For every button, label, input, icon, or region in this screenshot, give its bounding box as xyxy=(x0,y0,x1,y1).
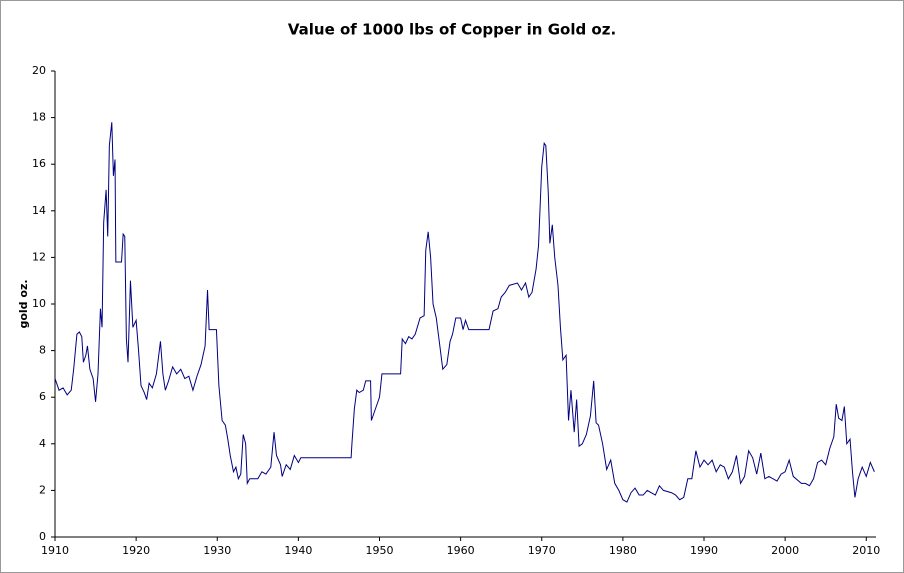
x-tick-label: 2010 xyxy=(852,544,880,557)
x-tick-label: 1990 xyxy=(690,544,718,557)
y-tick-label: 6 xyxy=(39,390,46,403)
y-axis-label: gold oz. xyxy=(17,279,30,328)
y-tick-label: 14 xyxy=(32,204,46,217)
x-tick-label: 1980 xyxy=(609,544,637,557)
chart-title: Value of 1000 lbs of Copper in Gold oz. xyxy=(288,21,616,39)
x-tick-label: 2000 xyxy=(771,544,799,557)
x-tick-label: 1910 xyxy=(41,544,69,557)
y-tick-label: 20 xyxy=(32,64,46,77)
y-tick-label: 10 xyxy=(32,297,46,310)
y-tick-label: 16 xyxy=(32,157,46,170)
y-tick-label: 4 xyxy=(39,437,46,450)
x-tick-label: 1950 xyxy=(366,544,394,557)
y-tick-label: 12 xyxy=(32,250,46,263)
x-tick-label: 1920 xyxy=(122,544,150,557)
y-tick-label: 2 xyxy=(39,483,46,496)
data-line xyxy=(54,122,875,503)
x-tick-label: 1930 xyxy=(203,544,231,557)
y-tick-label: 18 xyxy=(32,111,46,124)
x-tick-label: 1940 xyxy=(284,544,312,557)
x-tick-label: 1960 xyxy=(447,544,475,557)
y-tick-label: 0 xyxy=(39,530,46,543)
x-tick-label: 1970 xyxy=(528,544,556,557)
y-tick-label: 8 xyxy=(39,344,46,357)
